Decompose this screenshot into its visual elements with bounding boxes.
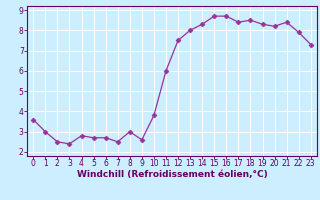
X-axis label: Windchill (Refroidissement éolien,°C): Windchill (Refroidissement éolien,°C) [76, 170, 268, 179]
